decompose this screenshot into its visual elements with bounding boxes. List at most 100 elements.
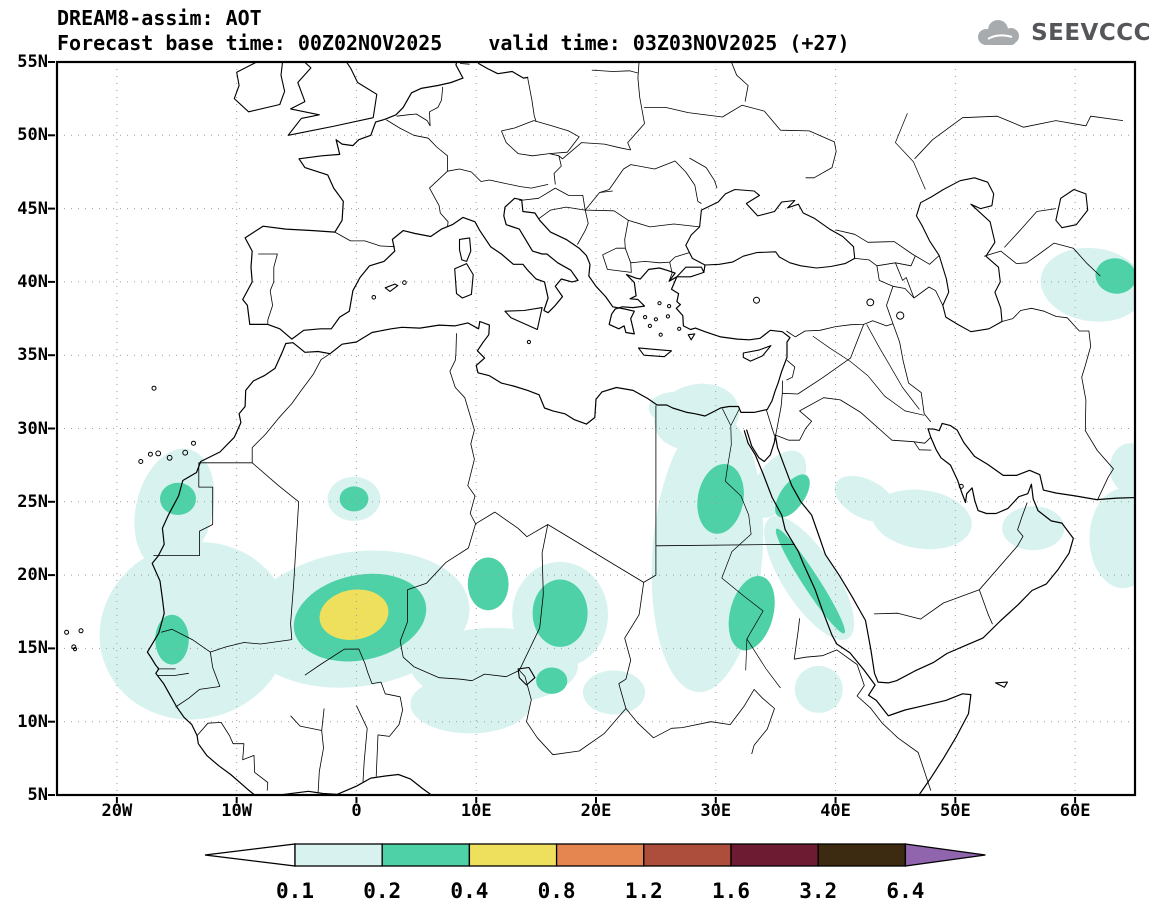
country-border [304, 648, 401, 698]
aot-region [467, 557, 509, 611]
colorbar-label: 0.8 [538, 879, 576, 903]
aot-region [410, 674, 531, 734]
lon-label: 60E [1059, 801, 1091, 821]
country-border [585, 209, 629, 249]
country-border [251, 462, 300, 640]
lat-label: 55N [17, 52, 48, 72]
aot-region [160, 482, 196, 515]
river [866, 324, 920, 410]
coast-outline [637, 347, 673, 358]
country-border [892, 285, 944, 306]
country-border [429, 170, 449, 227]
country-border [599, 160, 702, 204]
small-island [182, 449, 189, 456]
aot-region [339, 486, 369, 512]
coast-outline [1055, 188, 1089, 229]
country-border [317, 708, 325, 793]
colorbar-label: 0.2 [363, 879, 401, 903]
lat-label: 35N [17, 345, 48, 366]
coastline [668, 276, 678, 282]
lat-label: 15N [17, 638, 48, 659]
small-island [166, 454, 173, 461]
coast-outline [384, 283, 399, 292]
country-border [854, 258, 894, 324]
country-border [628, 219, 700, 228]
small-island [657, 301, 662, 306]
country-border [1081, 346, 1114, 501]
coastline [477, 62, 529, 79]
country-border [618, 582, 645, 684]
cloud-icon [978, 20, 1020, 45]
seevccc-logo: SEEVCCC [974, 18, 1151, 48]
small-island [677, 326, 682, 331]
plot-title: DREAM8-assim: AOT [57, 6, 262, 30]
aot-colorbar: 0.1 0.2 0.4 0.8 1.2 1.6 3.2 6.4 [204, 843, 986, 903]
coast-outline [233, 62, 286, 113]
country-border [538, 206, 589, 245]
forecast-map [48, 60, 1137, 803]
aot-region [648, 391, 702, 425]
country-border [835, 229, 940, 265]
country-border [334, 231, 395, 248]
country-border [775, 397, 932, 444]
country-border [591, 69, 639, 74]
country-border [668, 262, 673, 282]
colorbar-segment [468, 843, 558, 867]
aot-region [1002, 506, 1065, 551]
coast-outline [454, 263, 474, 299]
country-border [1016, 242, 1101, 277]
small-island [147, 451, 153, 457]
map-frame [55, 60, 1137, 797]
valid-time: valid time: 03Z03NOV2025 (+27) [488, 31, 850, 55]
colorbar-overflow-arrow [904, 843, 986, 867]
coast-outline [687, 333, 696, 341]
country-border [913, 441, 932, 451]
plot-subtitle: Forecast base time: 00Z02NOV2025 valid ti… [57, 31, 850, 55]
small-island [526, 339, 531, 345]
country-border [460, 63, 470, 65]
country-border [625, 689, 775, 755]
logo-text: SEEVCCC [1031, 20, 1151, 46]
country-border [643, 104, 765, 118]
aot-region [794, 665, 843, 713]
country-border [794, 649, 932, 791]
country-border [518, 524, 549, 671]
river [894, 113, 926, 190]
country-border [519, 187, 586, 211]
coast-outline [742, 345, 772, 362]
country-border [1001, 307, 1092, 347]
small-island [866, 298, 875, 307]
aot-region [871, 489, 972, 550]
country-border [630, 252, 693, 264]
country-border [978, 502, 1028, 591]
aot-region [319, 589, 389, 640]
lat-label: 50N [17, 125, 48, 146]
coastline [242, 62, 676, 340]
small-island [64, 629, 70, 635]
lat-label: 10N [17, 711, 48, 732]
colorbar-label: 0.4 [450, 879, 488, 903]
country-border [258, 253, 278, 324]
colorbar-label: 1.6 [712, 879, 750, 903]
colorbar-label: 3.2 [799, 879, 837, 903]
river [812, 335, 925, 416]
small-island [658, 332, 663, 337]
coast-outline [287, 62, 378, 136]
country-border [914, 115, 1124, 160]
coastline [743, 430, 972, 795]
country-border [782, 324, 865, 395]
aot-region [1109, 443, 1135, 493]
country-border [407, 333, 477, 591]
country-border [689, 157, 718, 189]
country-border [873, 589, 980, 620]
river [730, 409, 740, 426]
country-border [153, 353, 331, 557]
country-border [447, 168, 549, 189]
small-island [191, 440, 196, 446]
country-border [553, 155, 562, 185]
lon-label: 0 [351, 801, 362, 821]
country-border [892, 323, 932, 423]
country-border [501, 120, 580, 157]
aot-region [532, 579, 588, 647]
country-border [475, 511, 644, 583]
